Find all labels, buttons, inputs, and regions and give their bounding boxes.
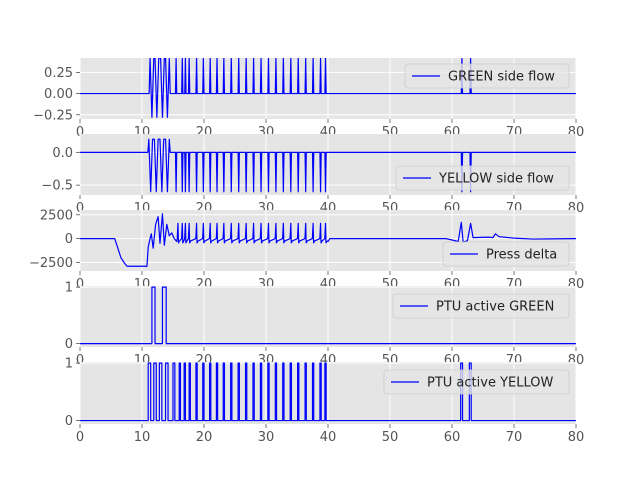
- legend: PTU active YELLOW: [383, 369, 570, 395]
- x-tick-label: 20: [196, 430, 213, 445]
- legend-box: [404, 63, 570, 89]
- series-line-press-delta: [80, 213, 576, 267]
- x-tick-label: 60: [444, 430, 461, 445]
- series-line-ptu-active-green: [80, 286, 576, 345]
- series-line-green-side-flow: [80, 58, 576, 118]
- series-line-yellow-side-flow: [80, 138, 576, 193]
- y-tick-label: −2500: [29, 256, 73, 271]
- legend: GREEN side flow: [404, 63, 570, 89]
- legend-label: PTU active YELLOW: [427, 376, 553, 391]
- subplot-2: 0 10 20 30 40 50 60 70 800.0−0.5 YELLOW side flow: [41, 134, 584, 216]
- y-tick-label: 0.0: [52, 146, 73, 161]
- y-tick-label: 1: [65, 281, 73, 296]
- y-tick-label: 0: [65, 337, 73, 352]
- legend-box: [442, 241, 570, 267]
- y-tick-label: 0.00: [44, 87, 73, 102]
- y-tick-label: 0: [65, 414, 73, 429]
- series-line-ptu-active-yellow: [80, 362, 576, 422]
- y-tick-label: −0.5: [41, 179, 73, 194]
- x-tick-label: 0: [76, 201, 84, 216]
- x-tick-label: 0: [76, 125, 84, 140]
- x-tick-label: 40: [320, 430, 337, 445]
- y-tick-label: 2500: [40, 208, 73, 223]
- x-tick-label: 0: [76, 277, 84, 292]
- x-tick-label: 30: [258, 430, 275, 445]
- legend: PTU active GREEN: [392, 293, 570, 319]
- y-tick-label: −0.25: [33, 108, 73, 123]
- legend-label: Press delta: [486, 248, 557, 263]
- legend-box: [383, 369, 570, 395]
- x-tick-label: 70: [506, 430, 523, 445]
- legend: YELLOW side flow: [395, 165, 570, 191]
- x-tick-label: 50: [382, 430, 399, 445]
- legend-label: YELLOW side flow: [438, 172, 554, 187]
- legend-box: [395, 165, 570, 191]
- legend-label: GREEN side flow: [448, 70, 555, 85]
- legend-box: [392, 293, 570, 319]
- legend-label: PTU active GREEN: [436, 300, 554, 315]
- y-tick-label: 1: [65, 357, 73, 372]
- x-tick-label: 0: [76, 353, 84, 368]
- x-tick-label: 10: [134, 430, 151, 445]
- y-tick-label: 0: [65, 232, 73, 247]
- y-tick-label: 0.25: [44, 66, 73, 81]
- x-tick-label: 0: [76, 430, 84, 445]
- legend: Press delta: [442, 241, 570, 267]
- x-tick-label: 80: [568, 430, 585, 445]
